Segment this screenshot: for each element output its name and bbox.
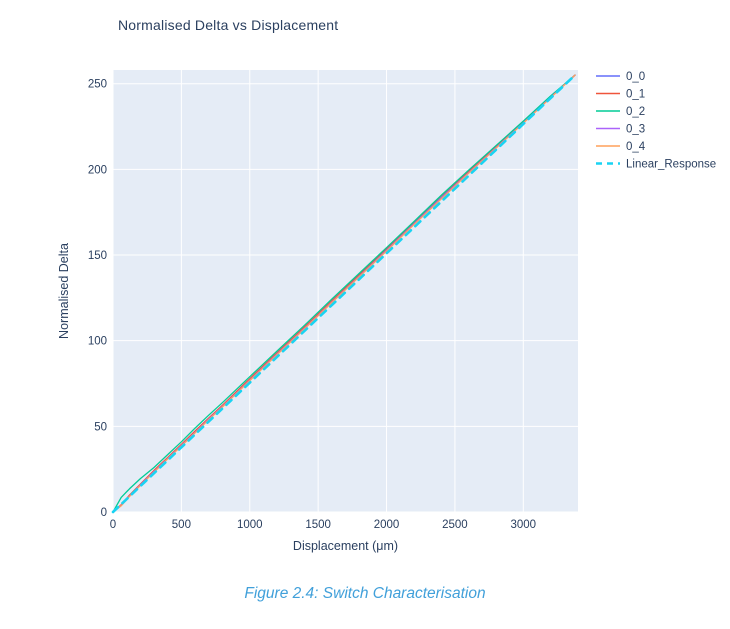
y-tick-label: 250 xyxy=(88,79,107,91)
y-tick-label: 100 xyxy=(88,336,107,348)
y-tick-label: 200 xyxy=(88,164,107,176)
legend-label: 0_0 xyxy=(626,71,645,83)
x-tick-label: 0 xyxy=(110,519,116,531)
chart-canvas[interactable]: 0 500 1000 1500 2000 2500 3000050100150200250 … xyxy=(0,40,730,565)
series-line-0_4 xyxy=(112,74,576,513)
x-tick-label: 500 xyxy=(172,519,191,531)
y-tick-label: 0 xyxy=(101,507,107,519)
series-line-Linear_Response xyxy=(111,73,577,514)
x-tick-label: 2500 xyxy=(442,519,468,531)
y-tick-label: 150 xyxy=(88,250,107,262)
legend-item-Linear_Response[interactable]: Linear_Response xyxy=(596,159,716,171)
legend-item-0_2[interactable]: 0_2 xyxy=(596,106,645,118)
y-tick-label: 50 xyxy=(94,421,107,433)
chart-title: Normalised Delta vs Displacement xyxy=(118,17,339,33)
gridlines xyxy=(112,70,578,513)
legend-label: 0_3 xyxy=(626,124,645,136)
legend-label: Linear_Response xyxy=(626,159,716,171)
y-axis-title: Normalised Delta xyxy=(57,243,71,339)
legend-item-0_0[interactable]: 0_0 xyxy=(596,71,645,83)
x-tick-label: 1500 xyxy=(305,519,331,531)
legend-label: 0_1 xyxy=(626,89,645,101)
x-tick-label: 2000 xyxy=(374,519,400,531)
series-line-0_1 xyxy=(112,74,576,513)
legend: 0_0 0_1 0_2 0_3 0_4 Linear_Response xyxy=(596,71,716,171)
figure-caption: Figure 2.4: Switch Characterisation xyxy=(244,585,486,602)
legend-item-0_4[interactable]: 0_4 xyxy=(596,141,646,153)
legend-item-0_3[interactable]: 0_3 xyxy=(596,124,645,136)
legend-label: 0_4 xyxy=(626,141,646,153)
axis-ticks: 0 500 1000 1500 2000 2500 3000 0 50 100 150 200 250 xyxy=(88,79,536,531)
data-series xyxy=(111,73,577,514)
legend-label: 0_2 xyxy=(626,106,645,118)
x-tick-label: 3000 xyxy=(510,519,536,531)
x-tick-label: 1000 xyxy=(237,519,263,531)
series-line-0_2 xyxy=(112,74,576,513)
legend-item-0_1[interactable]: 0_1 xyxy=(596,89,645,101)
x-axis-title: Displacement (μm) xyxy=(293,539,398,553)
